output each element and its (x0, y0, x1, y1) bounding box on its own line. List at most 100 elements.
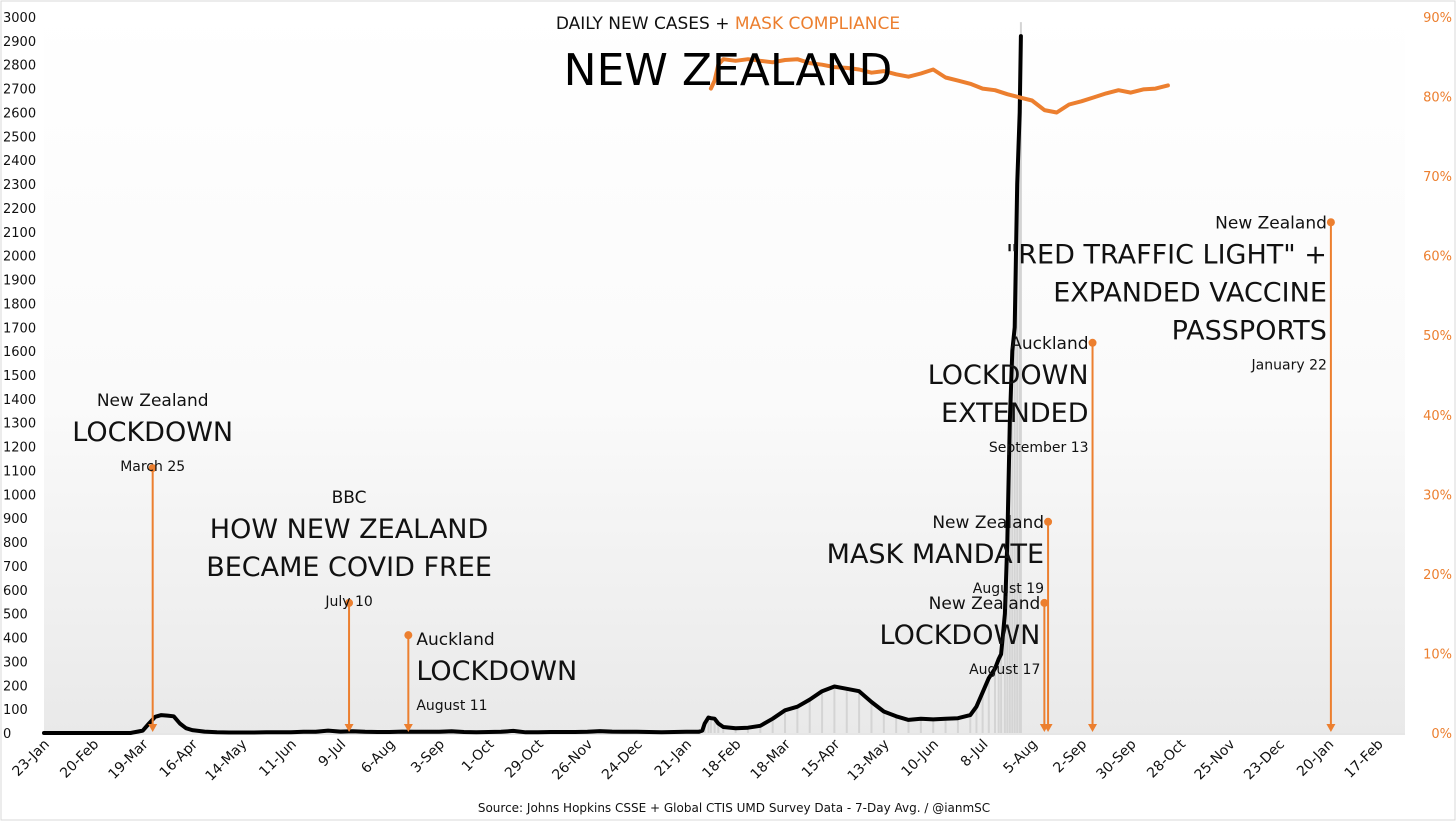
y-left-tick-label: 2600 (3, 106, 36, 121)
x-tick-label: 9-Jul (316, 737, 350, 771)
y-axis-left: 0 100 200 300 400 500 600 700 800 900 1000 1100 1200… (3, 11, 36, 742)
y-left-tick-label: 2900 (3, 35, 36, 50)
subtitle-cases-part: DAILY NEW CASES + (556, 14, 735, 34)
y-right-tick-label: 40% (1423, 409, 1452, 424)
y-left-tick-label: 2200 (3, 202, 36, 217)
y-left-tick-label: 200 (3, 679, 28, 694)
y-left-tick-label: 900 (3, 512, 28, 527)
y-left-tick-label: 2300 (3, 178, 36, 193)
x-tick-label: 17-Feb (1342, 736, 1387, 781)
y-left-tick-label: 1100 (3, 464, 36, 479)
x-tick-label: 23-Dec (1241, 737, 1288, 784)
x-tick-label: 18-Feb (699, 736, 744, 781)
annotation: Auckland LOCKDOWN August 11 (403, 630, 577, 732)
x-tick-label: 2-Sep (1050, 736, 1090, 776)
annotation-title-line: BECAME COVID FREE (206, 552, 492, 583)
y-right-tick-label: 70% (1423, 170, 1452, 185)
annotation-dot (1326, 218, 1335, 227)
annotation-title-line: "RED TRAFFIC LIGHT" + (1006, 239, 1327, 270)
y-left-tick-label: 0 (3, 727, 11, 742)
annotation-title-line: LOCKDOWN (416, 656, 577, 687)
y-left-tick-label: 2700 (3, 83, 36, 98)
annotation-title-line: LOCKDOWN (880, 620, 1041, 651)
mask-line (708, 57, 1170, 115)
x-tick-label: 20-Feb (57, 736, 102, 781)
chart-source: Source: Johns Hopkins CSSE + Global CTIS… (478, 801, 990, 815)
y-left-tick-label: 800 (3, 536, 28, 551)
y-left-tick-label: 1700 (3, 321, 36, 336)
y-right-tick-label: 90% (1423, 11, 1452, 26)
x-tick-label: 10-Jun (899, 737, 943, 781)
annotation-small-text: New Zealand (932, 513, 1044, 533)
y-left-tick-label: 1600 (3, 345, 36, 360)
annotation: Auckland LOCKDOWN EXTENDED September 13 (928, 334, 1098, 732)
annotation-date: August 19 (973, 581, 1044, 597)
annotation-small-text: New Zealand (97, 391, 209, 411)
x-tick-label: 24-Dec (599, 737, 646, 784)
annotation-date: September 13 (989, 440, 1089, 456)
annotation: New Zealand LOCKDOWN August 17 (880, 594, 1049, 732)
x-tick-label: 26-Nov (549, 737, 596, 784)
annotation: New Zealand MASK MANDATE August 19 (827, 513, 1053, 732)
y-left-tick-label: 300 (3, 655, 28, 670)
y-left-tick-label: 1200 (3, 441, 36, 456)
cases-line (42, 34, 1023, 735)
y-left-tick-label: 1500 (3, 369, 36, 384)
y-left-tick-label: 3000 (3, 11, 36, 26)
y-left-tick-label: 1400 (3, 393, 36, 408)
annotation-date: January 22 (1251, 357, 1327, 373)
y-left-tick-label: 400 (3, 632, 28, 647)
y-left-tick-label: 2400 (3, 154, 36, 169)
annotation-arrow (1326, 724, 1336, 732)
annotation-title-line: LOCKDOWN (928, 360, 1089, 391)
y-left-tick-label: 600 (3, 584, 28, 599)
x-tick-label: 19-Mar (105, 736, 151, 782)
y-left-tick-label: 1000 (3, 488, 36, 503)
y-left-tick-label: 2000 (3, 250, 36, 265)
annotation: New Zealand "RED TRAFFIC LIGHT" + EXPANDED… (1006, 213, 1336, 732)
y-left-tick-label: 1900 (3, 274, 36, 289)
annotation-dot (404, 631, 413, 640)
x-tick-label: 20-Jan (1294, 737, 1337, 780)
y-left-tick-label: 500 (3, 608, 28, 623)
y-left-tick-label: 2800 (3, 59, 36, 74)
y-axis-right: 0% 10% 20% 30% 40% 50% 60% 70% 80% 90% (1423, 11, 1452, 742)
x-tick-label: 1-Oct (459, 736, 498, 775)
annotation-small-text: New Zealand (929, 594, 1041, 614)
x-tick-label: 11-Jun (256, 737, 300, 781)
x-tick-label: 3-Sep (408, 736, 448, 776)
annotation-small-text: BBC (332, 488, 367, 508)
x-tick-label: 18-Mar (748, 736, 794, 782)
x-tick-label: 14-May (202, 737, 250, 785)
x-tick-label: 28-Oct (1144, 736, 1189, 781)
y-right-tick-label: 10% (1423, 647, 1452, 662)
annotation-date: July 10 (324, 594, 372, 610)
annotation-dot (345, 598, 354, 607)
annotation-title-line: EXTENDED (941, 398, 1088, 429)
annotation-title-line: PASSPORTS (1172, 315, 1327, 346)
annotation-arrow (1088, 724, 1098, 732)
annotation-title-line: LOCKDOWN (72, 417, 233, 448)
annotation-date: March 25 (120, 459, 185, 475)
annotation: BBC HOW NEW ZEALAND BECAME COVID FREE July … (206, 488, 492, 732)
annotation-title-line: HOW NEW ZEALAND (210, 514, 489, 545)
x-tick-label: 23-Jan (10, 737, 53, 780)
x-tick-label: 15-Apr (799, 736, 844, 781)
x-tick-label: 21-Jan (652, 737, 695, 780)
y-right-tick-label: 60% (1423, 250, 1452, 265)
x-tick-label: 13-May (845, 737, 893, 785)
y-left-tick-label: 2100 (3, 226, 36, 241)
annotation-small-text: New Zealand (1215, 213, 1327, 233)
chart-subtitle: DAILY NEW CASES + MASK COMPLIANCE (556, 14, 900, 34)
annotation-dot (1044, 517, 1053, 526)
annotation-dot (1088, 338, 1097, 347)
x-tick-label: 5-Aug (1001, 737, 1041, 777)
annotation-date: August 11 (416, 698, 487, 714)
y-left-tick-label: 2500 (3, 130, 36, 145)
annotation-arrow (148, 724, 158, 732)
y-right-tick-label: 30% (1423, 488, 1452, 503)
annotation-dot (1040, 598, 1049, 607)
